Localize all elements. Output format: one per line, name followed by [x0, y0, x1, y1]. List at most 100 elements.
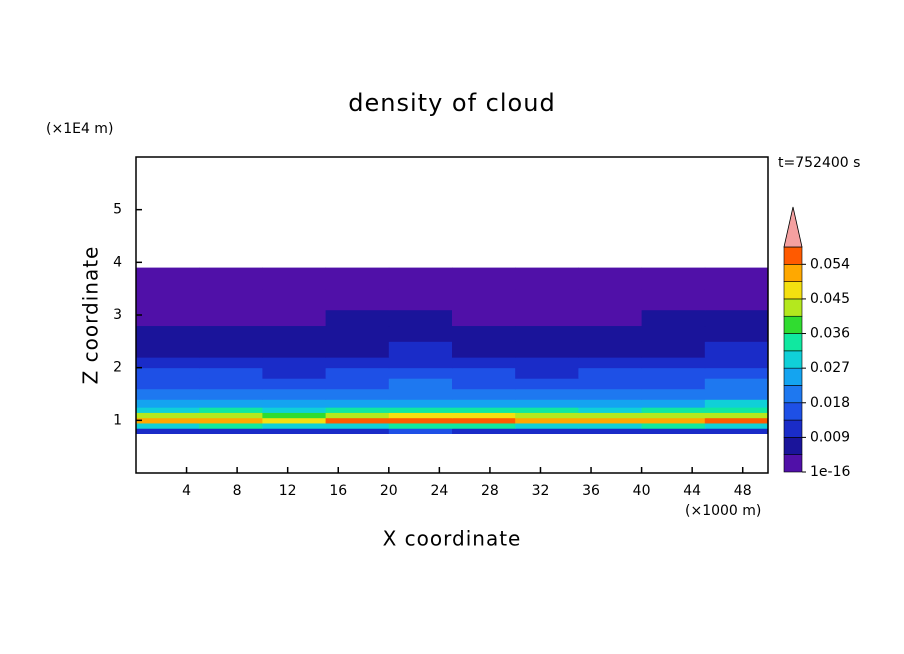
contour-cell — [704, 388, 769, 400]
contour-cell — [704, 357, 769, 369]
contour-cell — [452, 357, 516, 369]
contour-cell — [199, 412, 263, 419]
contour-cell — [452, 378, 516, 390]
contour-cell — [515, 412, 579, 419]
contour-cell — [578, 357, 643, 369]
contour-cell — [199, 417, 263, 424]
contour-cell — [199, 378, 263, 390]
contour-cell — [388, 288, 453, 311]
contour-cell — [704, 399, 769, 408]
contour-cell — [388, 309, 453, 327]
contour-cell — [452, 399, 516, 408]
contour-cell — [704, 309, 769, 327]
contour-cell — [388, 399, 453, 408]
contour-cell — [388, 341, 453, 358]
contour-cell — [136, 407, 200, 413]
contour-cell — [136, 428, 200, 434]
contour-cell — [515, 388, 579, 400]
contour-cell — [515, 267, 579, 290]
contour-cell — [199, 407, 263, 413]
contour-cell — [515, 341, 579, 358]
contour-cell — [388, 367, 453, 379]
contour-cell — [452, 412, 516, 419]
colorbar-swatch — [783, 246, 803, 265]
contour-cell — [262, 325, 327, 342]
colorbar-over — [783, 206, 803, 248]
colorbar-swatch — [783, 350, 803, 369]
y-tick-label: 4 — [113, 254, 122, 270]
contour-cell — [199, 288, 263, 311]
contour-cell — [136, 267, 200, 290]
contour-cell — [578, 417, 643, 424]
contour-cell — [515, 407, 579, 413]
colorbar-swatch — [783, 367, 803, 386]
contour-cell — [641, 388, 706, 400]
contour-cell — [515, 357, 579, 369]
contour-cell — [325, 367, 390, 379]
contour-cell — [136, 357, 200, 369]
contour-cell — [704, 378, 769, 390]
contour-cell — [704, 412, 769, 419]
contour-cell — [136, 341, 200, 358]
contour-cell — [388, 378, 453, 390]
contour-cell — [641, 341, 706, 358]
contour-cell — [199, 325, 263, 342]
colorbar-swatch — [783, 264, 803, 282]
contour-cell — [452, 367, 516, 379]
contour-cell — [515, 367, 579, 379]
contour-cell — [388, 412, 453, 419]
colorbar-swatch — [783, 315, 803, 334]
contour-cell — [325, 288, 390, 311]
contour-cell — [452, 288, 516, 311]
contour-cell — [641, 417, 706, 424]
contour-cell — [199, 341, 263, 358]
contour-cell — [578, 428, 643, 434]
contour-cell — [325, 417, 390, 424]
contour-cell — [641, 357, 706, 369]
contour-cell — [325, 267, 390, 290]
contour-cell — [704, 417, 769, 424]
contour-cell — [452, 309, 516, 327]
contour-cell — [452, 341, 516, 358]
contour-cell — [388, 407, 453, 413]
contour-cell — [325, 399, 390, 408]
contour-cell — [388, 325, 453, 342]
contour-cell — [704, 367, 769, 379]
contour-cell — [325, 412, 390, 419]
contour-cell — [515, 428, 579, 434]
colorbar-tick-label: 0.045 — [810, 291, 850, 307]
colorbar-tick-label: 0.009 — [810, 429, 850, 445]
contour-cell — [262, 309, 327, 327]
x-tick-label: 8 — [233, 483, 242, 499]
contour-cell — [452, 417, 516, 424]
colorbar-swatch — [783, 385, 803, 404]
contour-cell — [325, 422, 390, 429]
contour-cell — [704, 288, 769, 311]
contour-cell — [325, 309, 390, 327]
y-tick-label: 5 — [113, 202, 122, 218]
contour-cell — [199, 399, 263, 408]
contour-cell — [515, 309, 579, 327]
y-unit: (×1E4 m) — [46, 121, 113, 137]
contour-cell — [641, 399, 706, 408]
x-tick-label: 36 — [582, 483, 600, 499]
x-tick-label: 32 — [532, 483, 550, 499]
contour-cell — [515, 288, 579, 311]
contour-cell — [388, 422, 453, 429]
contour-cell — [262, 341, 327, 358]
annotation: t=752400 s — [778, 155, 860, 171]
contour-cell — [515, 422, 579, 429]
colorbar-swatch — [783, 281, 803, 300]
colorbar-swatch — [783, 419, 803, 438]
contour-cell — [388, 388, 453, 400]
contour-cell — [388, 267, 453, 290]
contour-cell — [325, 428, 390, 434]
contour-cell — [262, 422, 327, 429]
contour-cell — [262, 367, 327, 379]
contour-cell — [199, 388, 263, 400]
contour-cell — [262, 288, 327, 311]
x-tick-label: 16 — [329, 483, 347, 499]
contour-cell — [578, 267, 643, 290]
x-unit: (×1000 m) — [685, 503, 761, 519]
contour-cell — [136, 288, 200, 311]
